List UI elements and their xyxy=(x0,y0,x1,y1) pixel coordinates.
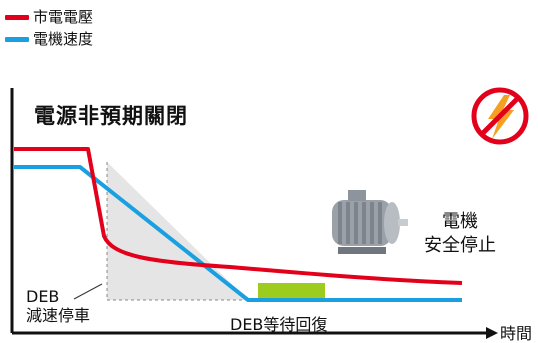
motor-stop-line1: 電機 xyxy=(442,211,478,232)
deb-decel-region xyxy=(107,162,248,300)
no-lightning-icon xyxy=(471,87,529,145)
legend: 市電電壓 電機速度 xyxy=(5,6,93,50)
motor-stop-line2: 安全停止 xyxy=(424,235,496,256)
motor-icon xyxy=(332,190,408,254)
deb-pointer-line xyxy=(73,283,103,300)
time-axis-label: 時間 xyxy=(500,324,533,343)
diagram-title: 電源非預期關閉 xyxy=(34,104,188,128)
motor-stop-label: 電機 安全停止 xyxy=(410,210,510,258)
time-axis-arrow xyxy=(486,327,498,339)
legend-label-speed: 電機速度 xyxy=(33,30,94,48)
voltage-curve xyxy=(14,147,463,285)
deb-wait-bar xyxy=(258,283,325,300)
legend-label-voltage: 市電電壓 xyxy=(33,8,94,26)
legend-item-speed: 電機速度 xyxy=(5,28,93,50)
deb-label: DEB xyxy=(26,287,60,306)
deb-wait-label: DEB等待回復 xyxy=(230,315,328,334)
deb-decel-label: 減速停車 xyxy=(26,306,91,325)
legend-swatch-speed xyxy=(5,36,29,42)
speed-curve xyxy=(14,165,462,302)
legend-swatch-voltage xyxy=(5,14,29,20)
legend-item-voltage: 市電電壓 xyxy=(5,6,93,28)
